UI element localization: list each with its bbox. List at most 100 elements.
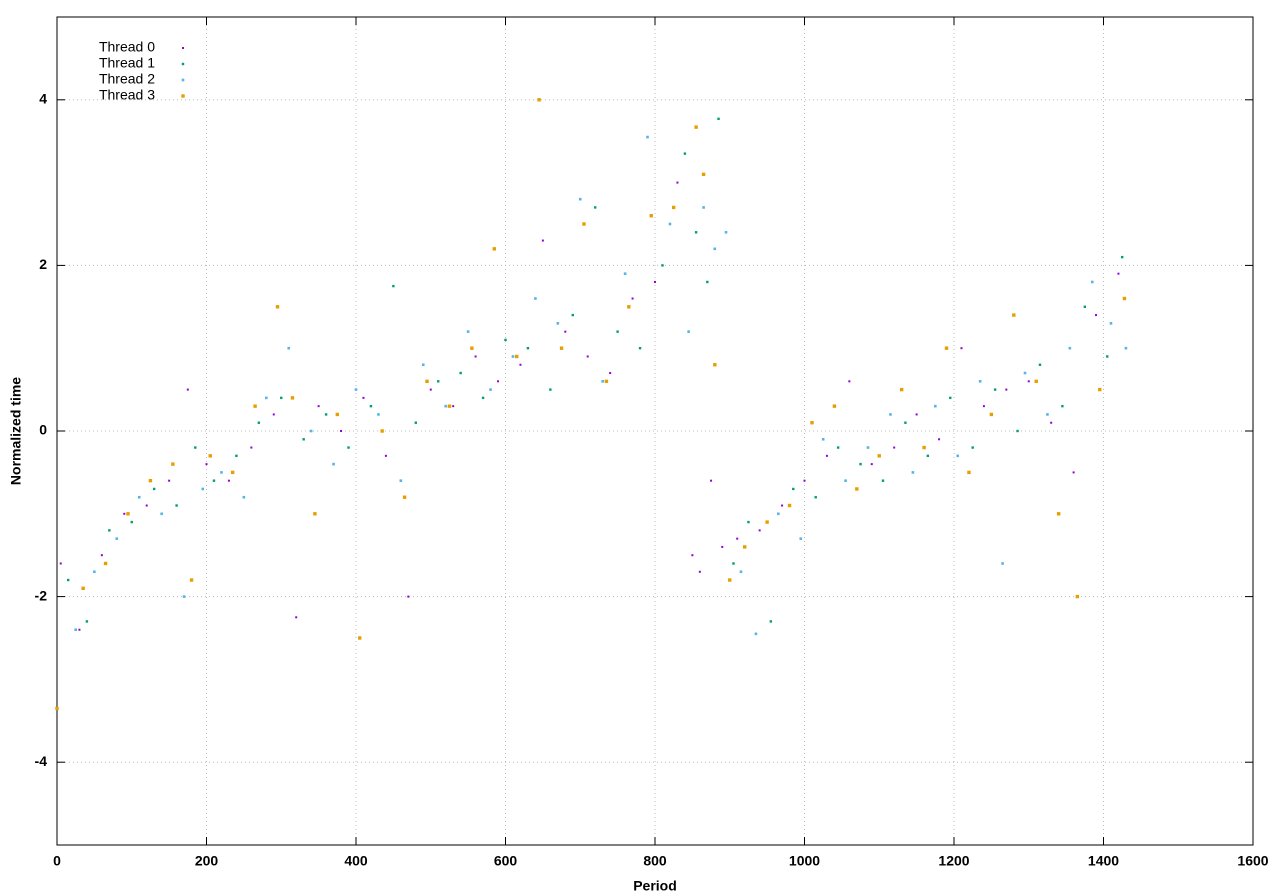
point	[257, 421, 261, 424]
point	[654, 280, 656, 283]
point	[1023, 371, 1027, 375]
point	[67, 578, 70, 582]
x-tick-label: 600	[494, 853, 518, 869]
point	[676, 181, 679, 184]
point	[713, 247, 717, 251]
x-tick-label: 0	[53, 853, 61, 869]
point	[1106, 355, 1109, 358]
point	[556, 322, 560, 325]
point	[777, 512, 780, 516]
x-tick-label: 1200	[938, 853, 969, 869]
point	[911, 471, 915, 474]
point	[893, 446, 896, 449]
point	[694, 125, 698, 129]
point	[646, 135, 649, 139]
point	[332, 462, 335, 466]
point	[447, 404, 452, 408]
point	[967, 470, 971, 475]
point	[287, 346, 291, 350]
point	[1109, 322, 1113, 325]
point	[358, 636, 362, 640]
point	[803, 479, 806, 482]
point	[470, 346, 474, 350]
point	[899, 387, 904, 392]
point	[275, 305, 280, 309]
point	[425, 379, 429, 384]
point	[399, 479, 403, 482]
point	[186, 388, 189, 391]
point	[683, 152, 687, 155]
point	[137, 495, 141, 499]
point	[362, 396, 365, 399]
point	[859, 462, 862, 466]
point	[631, 297, 634, 300]
point	[915, 413, 918, 416]
point	[638, 347, 642, 350]
point	[691, 554, 694, 557]
point	[578, 197, 582, 201]
point	[956, 454, 960, 458]
y-tick-label: -4	[35, 753, 48, 769]
point	[1095, 314, 1098, 317]
point	[1056, 512, 1061, 516]
x-tick-label: 1400	[1088, 853, 1119, 869]
point	[280, 396, 283, 400]
point	[1120, 255, 1124, 259]
point	[1075, 594, 1080, 599]
point	[1124, 346, 1128, 350]
point	[754, 632, 758, 636]
point	[340, 430, 343, 432]
point	[208, 454, 212, 458]
point	[571, 313, 574, 317]
point	[1012, 313, 1016, 317]
point	[877, 454, 881, 458]
point	[369, 404, 373, 408]
point	[160, 512, 163, 516]
point	[904, 421, 907, 424]
point	[1050, 421, 1053, 424]
point	[515, 354, 519, 359]
point	[671, 205, 676, 210]
point	[710, 479, 713, 482]
point	[949, 396, 952, 400]
point	[814, 496, 817, 499]
point	[212, 479, 216, 482]
point	[497, 380, 500, 383]
point	[220, 471, 223, 474]
legend-label: Thread 1	[99, 55, 155, 71]
point	[732, 562, 735, 565]
point	[1090, 280, 1094, 284]
y-tick-label: 2	[39, 256, 47, 272]
point	[175, 504, 178, 507]
x-tick-label: 1600	[1237, 853, 1268, 869]
point	[1098, 387, 1102, 392]
point	[194, 446, 197, 449]
point	[489, 388, 492, 391]
point	[724, 230, 728, 234]
legend-marker	[181, 94, 185, 98]
point	[201, 487, 205, 491]
legend-label: Thread 2	[99, 71, 155, 87]
point	[335, 412, 340, 417]
point	[765, 520, 769, 524]
point	[982, 405, 985, 408]
point	[836, 446, 840, 449]
point	[78, 628, 81, 631]
point	[380, 429, 384, 433]
point	[59, 562, 62, 565]
legend-marker	[181, 62, 185, 66]
y-tick-label: 4	[39, 91, 47, 107]
point	[250, 446, 253, 449]
point	[609, 372, 612, 375]
point	[787, 503, 792, 508]
point	[309, 429, 313, 433]
point	[148, 478, 153, 483]
x-tick-label: 800	[643, 853, 667, 869]
point	[519, 363, 522, 366]
point	[1034, 379, 1038, 384]
point	[1072, 471, 1075, 474]
point	[649, 214, 653, 218]
plot-frame	[56, 16, 1254, 846]
